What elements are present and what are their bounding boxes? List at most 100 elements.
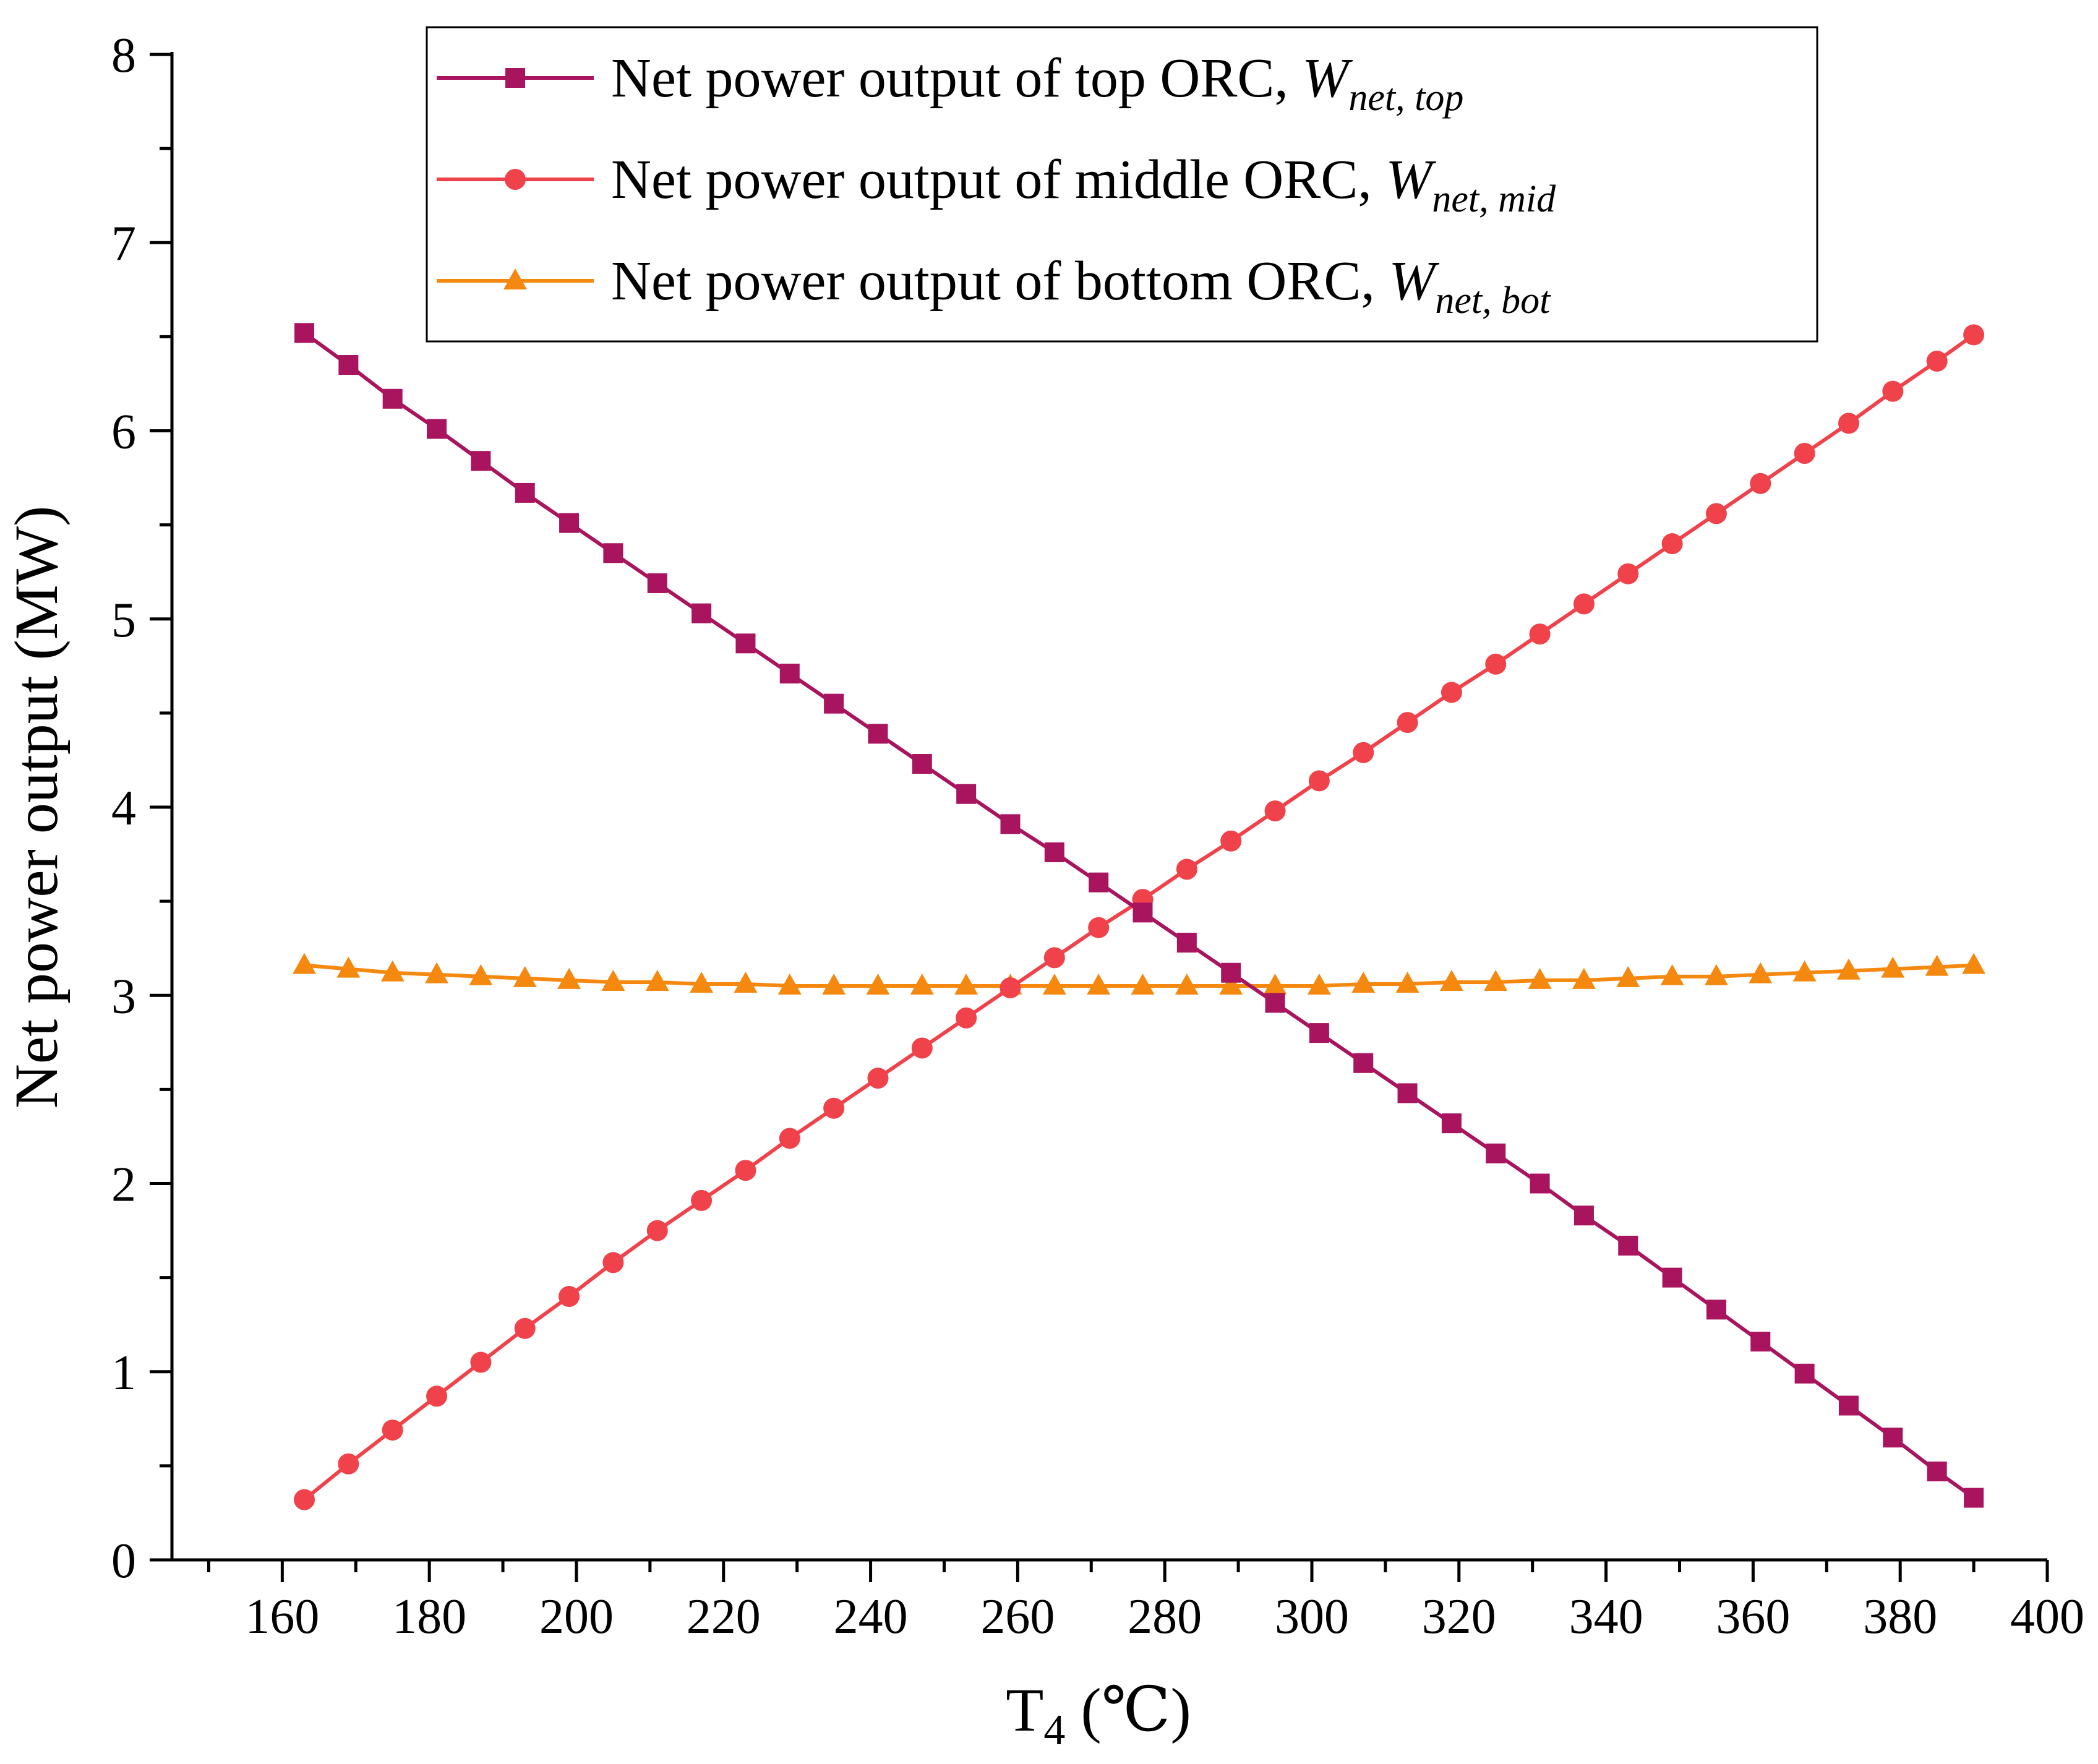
data-point (1265, 993, 1285, 1013)
x-tick-label: 340 (1569, 1590, 1643, 1644)
data-point (1485, 653, 1507, 675)
data-point (823, 1097, 845, 1119)
x-tick-label: 380 (1863, 1590, 1937, 1644)
data-point (1484, 969, 1508, 991)
data-point (1441, 1113, 1462, 1134)
data-point (822, 974, 846, 995)
x-tick-label: 180 (392, 1590, 466, 1644)
data-point (646, 1220, 668, 1241)
y-tick-label: 1 (111, 1346, 136, 1400)
y-tick-label: 8 (111, 28, 136, 83)
data-point (1395, 971, 1419, 993)
data-point (1439, 969, 1463, 991)
data-point (1131, 974, 1155, 995)
legend-label-text: Net power output of top ORC, (611, 48, 1302, 109)
data-point (867, 1068, 889, 1089)
data-point (1704, 964, 1728, 985)
data-point (1530, 1173, 1550, 1194)
data-point (911, 1037, 933, 1059)
series-triangle (293, 953, 1986, 995)
data-point (1574, 1205, 1594, 1226)
data-point (1263, 974, 1287, 995)
data-point (1353, 742, 1374, 763)
data-point (1750, 1332, 1771, 1352)
x-tick-label: 400 (2010, 1590, 2084, 1644)
data-point (336, 956, 361, 978)
x-tick-label: 280 (1128, 1590, 1202, 1644)
data-point (1264, 800, 1286, 822)
data-point (1964, 1488, 1984, 1508)
data-point (647, 573, 667, 593)
data-point (956, 784, 977, 804)
data-point (1043, 947, 1065, 969)
y-tick-label: 2 (111, 1158, 136, 1212)
data-point (338, 1453, 359, 1475)
data-point (1794, 1363, 1815, 1384)
data-point (1176, 933, 1197, 953)
x-tick-label: 320 (1422, 1590, 1496, 1644)
x-tick-label: 260 (980, 1590, 1055, 1644)
legend-label-symbol: W (1389, 250, 1439, 312)
data-point (954, 974, 978, 995)
tick-labels: 160 180 200 220 240 260 280 300 320 340 360 380 400 0… (111, 28, 2084, 1644)
data-point (471, 451, 491, 471)
legend-marker (505, 68, 525, 88)
tick-layer (150, 53, 2049, 1582)
data-point (735, 1160, 756, 1181)
data-point (1351, 971, 1376, 993)
x-tick-label: 160 (245, 1590, 319, 1644)
legend-box (426, 26, 1818, 343)
data-point (427, 419, 447, 439)
data-point (1838, 413, 1859, 434)
y-tick-label: 4 (111, 781, 136, 836)
legend-label: Net power output of middle ORC, Wnet, mi… (611, 149, 1556, 220)
data-point (513, 965, 537, 987)
data-point (559, 513, 580, 533)
data-point (912, 754, 932, 774)
x-axis-title-unit: (℃) (1065, 1676, 1191, 1744)
data-point (382, 388, 403, 409)
data-point (866, 974, 890, 995)
data-point (1792, 960, 1817, 982)
x-axis-title: T4 (℃) (1006, 1676, 1191, 1754)
axes (170, 52, 2047, 1562)
data-point (601, 969, 625, 991)
legend-label: Net power output of top ORC, Wnet, top (611, 48, 1463, 119)
legend-label-text: Net power output of middle ORC, (611, 149, 1385, 210)
x-tick-label: 300 (1275, 1590, 1349, 1644)
data-point (1883, 1428, 1903, 1448)
data-point (1397, 712, 1418, 734)
legend: Net power output of top ORC, Wnet, topNe… (426, 26, 1818, 343)
data-point (1529, 623, 1551, 645)
data-point (1963, 324, 1985, 346)
data-point (1000, 977, 1021, 999)
data-point (1617, 563, 1639, 584)
data-point (514, 1317, 536, 1339)
data-point (382, 1419, 403, 1441)
data-point (735, 633, 756, 654)
data-point (1087, 974, 1111, 995)
legend-item: Net power output of top ORC, Wnet, top (437, 48, 1463, 119)
data-point (602, 1252, 624, 1274)
data-point (1572, 967, 1596, 989)
data-point (1176, 858, 1197, 880)
data-point (1088, 917, 1110, 938)
data-point (1749, 962, 1773, 983)
data-point (1925, 954, 1949, 976)
data-point (1836, 958, 1860, 980)
data-point (645, 969, 669, 991)
x-tick-label: 200 (539, 1590, 614, 1644)
data-point (690, 971, 714, 993)
x-tick-label: 220 (687, 1590, 761, 1644)
x-axis-title-subscript: 4 (1043, 1706, 1065, 1754)
data-point (469, 964, 493, 985)
y-tick-label: 3 (111, 969, 136, 1024)
data-point (425, 962, 449, 983)
data-point (1661, 533, 1683, 555)
data-point (1220, 830, 1242, 852)
legend-item: Net power output of bottom ORC, Wnet, bo… (437, 250, 1551, 322)
data-point (1309, 1023, 1329, 1043)
data-point (824, 693, 844, 714)
data-point (1221, 962, 1241, 983)
data-point (1573, 593, 1595, 615)
